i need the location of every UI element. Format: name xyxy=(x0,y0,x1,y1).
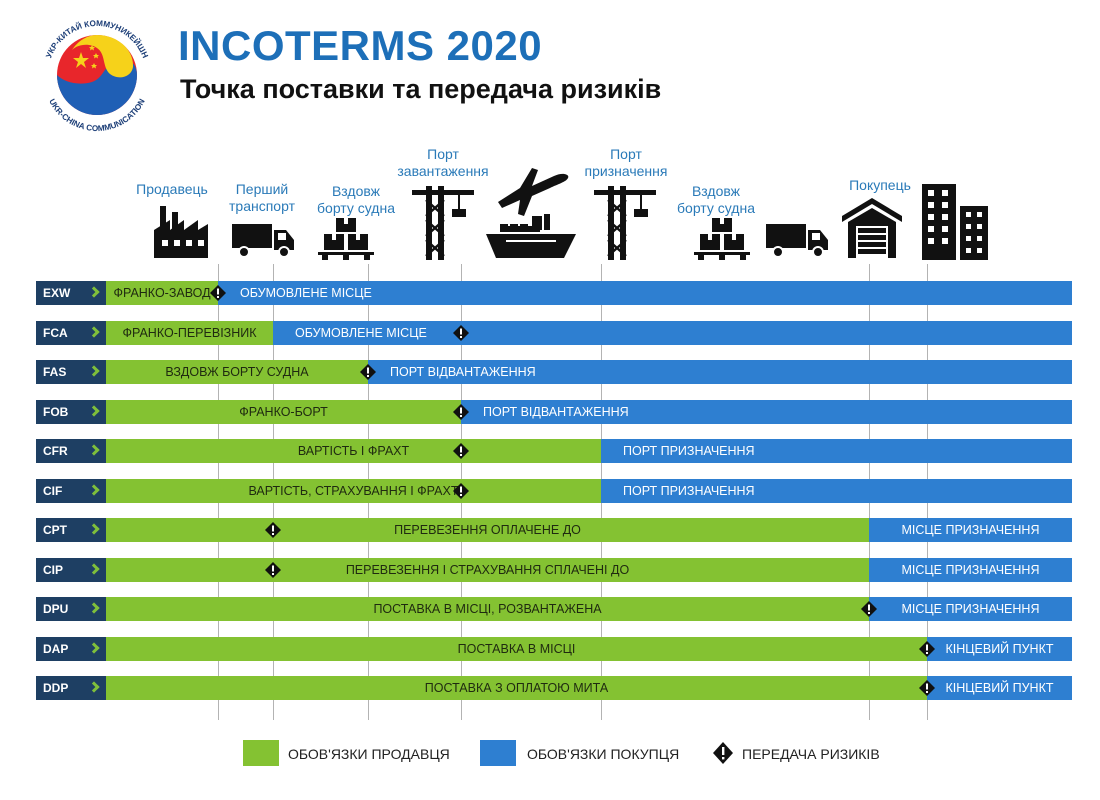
term-row-cif: CIF ВАРТІСТЬ, СТРАХУВАННЯ І ФРАХТ ПОРТ ПРИ… xyxy=(36,478,1072,503)
seller-obligation-bar: ФРАНКО-ЗАВОД xyxy=(106,281,218,305)
legend-seller-swatch xyxy=(243,740,279,766)
stage-label-destination-port: Порт призначення xyxy=(584,146,668,179)
buyer-obligation-bar: ПОРТ ВІДВАНТАЖЕННЯ xyxy=(461,399,1072,424)
term-code: DPU xyxy=(36,597,106,621)
stage-label-loading-port: Порт завантаження xyxy=(397,146,489,179)
term-code: FCA xyxy=(36,320,106,345)
boxes-icon xyxy=(318,216,374,265)
buyer-obligation-bar: КІНЦЕВИЙ ПУНКТ xyxy=(927,676,1072,700)
buyer-obligation-bar: КІНЦЕВИЙ ПУНКТ xyxy=(927,636,1072,661)
term-row-ddp: DDP ПОСТАВКА З ОПЛАТОЮ МИТА КІНЦЕВИЙ ПУНКТ xyxy=(36,676,1072,700)
term-row-cpt: CPT ПЕРЕВЕЗЕННЯ ОПЛАЧЕНЕ ДО МІСЦЕ ПРИЗНАЧЕ… xyxy=(36,518,1072,542)
plane-ship-icon xyxy=(484,162,580,265)
term-code: CFR xyxy=(36,439,106,463)
term-code: DAP xyxy=(36,636,106,661)
term-row-cip: CIP ПЕРЕВЕЗЕННЯ І СТРАХУВАННЯ СПЛАЧЕНІ ДО… xyxy=(36,557,1072,582)
term-row-fob: FOB ФРАНКО-БОРТ ПОРТ ВІДВАНТАЖЕННЯ xyxy=(36,399,1072,424)
stage-label-first-carrier: Перший транспорт xyxy=(229,181,295,214)
seller-obligation-bar: ПОСТАВКА В МІСЦІ, РОЗВАНТАЖЕНА xyxy=(106,597,869,621)
legend-seller-label: ОБОВ'ЯЗКИ ПРОДАВЦЯ xyxy=(288,746,450,762)
term-row-fas: FAS ВЗДОВЖ БОРТУ СУДНА ПОРТ ВІДВАНТАЖЕННЯ xyxy=(36,360,1072,384)
crane-icon xyxy=(594,186,656,265)
crane-icon xyxy=(412,186,474,265)
seller-obligation-bar: ПЕРЕВЕЗЕННЯ І СТРАХУВАННЯ СПЛАЧЕНІ ДО xyxy=(106,557,869,582)
risk-transfer-icon xyxy=(265,561,281,578)
term-row-dpu: DPU ПОСТАВКА В МІСЦІ, РОЗВАНТАЖЕНА МІСЦЕ П… xyxy=(36,597,1072,621)
buyer-obligation-bar: ПОРТ ПРИЗНАЧЕННЯ xyxy=(601,439,1072,463)
term-code: CPT xyxy=(36,518,106,542)
truck-icon xyxy=(766,220,830,265)
risk-transfer-icon xyxy=(453,324,469,341)
legend: ОБОВ'ЯЗКИ ПРОДАВЦЯ ОБОВ'ЯЗКИ ПОКУПЦЯ ПЕР… xyxy=(0,738,1100,770)
risk-transfer-icon xyxy=(265,522,281,538)
term-code: CIF xyxy=(36,478,106,503)
buyer-obligation-bar: МІСЦЕ ПРИЗНАЧЕННЯ xyxy=(869,557,1072,582)
term-code: FAS xyxy=(36,360,106,384)
risk-transfer-icon xyxy=(453,443,469,459)
seller-obligation-bar: ВЗДОВЖ БОРТУ СУДНА xyxy=(106,360,368,384)
stage-label-seller: Продавець xyxy=(136,181,208,197)
term-code: EXW xyxy=(36,281,106,305)
term-code: DDP xyxy=(36,676,106,700)
seller-obligation-bar: ФРАНКО-ПЕРЕВІЗНИК xyxy=(106,320,273,345)
term-row-exw: EXW ФРАНКО-ЗАВОД ОБУМОВЛЕНЕ МІСЦЕ xyxy=(36,281,1072,305)
seller-obligation-bar: ФРАНКО-БОРТ xyxy=(106,399,461,424)
term-code: CIP xyxy=(36,557,106,582)
risk-transfer-icon xyxy=(453,482,469,499)
seller-obligation-bar: ВАРТІСТЬ І ФРАХТ xyxy=(106,439,601,463)
page-title: INCOTERMS 2020 xyxy=(178,22,543,69)
seller-obligation-bar: ПЕРЕВЕЗЕННЯ ОПЛАЧЕНЕ ДО xyxy=(106,518,869,542)
stage-label-buyer: Покупець xyxy=(849,177,911,193)
legend-risk-label: ПЕРЕДАЧА РИЗИКІВ xyxy=(742,746,880,762)
buyer-obligation-bar: ПОРТ ВІДВАНТАЖЕННЯ xyxy=(368,360,1072,384)
boxes-icon xyxy=(694,216,750,265)
company-logo: УКР-КИТАЙ КОММУНИКЕЙШН UKR-CHINA COMMUNI… xyxy=(34,12,160,138)
seller-obligation-bar: ПОСТАВКА В МІСЦІ xyxy=(106,636,927,661)
seller-obligation-bar: ВАРТІСТЬ, СТРАХУВАННЯ І ФРАХТ xyxy=(106,478,601,503)
term-code: FOB xyxy=(36,399,106,424)
risk-transfer-icon xyxy=(210,285,226,301)
term-row-dap: DAP ПОСТАВКА В МІСЦІ КІНЦЕВИЙ ПУНКТ xyxy=(36,636,1072,661)
buyer-obligation-bar: ПОРТ ПРИЗНАЧЕННЯ xyxy=(601,478,1072,503)
risk-transfer-icon xyxy=(360,364,376,380)
buyer-obligation-bar: ОБУМОВЛЕНЕ МІСЦЕ xyxy=(273,320,1072,345)
term-row-cfr: CFR ВАРТІСТЬ І ФРАХТ ПОРТ ПРИЗНАЧЕННЯ xyxy=(36,439,1072,463)
buyer-obligation-bar: МІСЦЕ ПРИЗНАЧЕННЯ xyxy=(869,518,1072,542)
legend-buyer-label: ОБОВ'ЯЗКИ ПОКУПЦЯ xyxy=(527,746,680,762)
risk-transfer-icon xyxy=(919,640,935,657)
stage-label-alongside-1: Вздовж борту судна xyxy=(317,183,395,216)
truck-icon xyxy=(232,220,296,265)
risk-transfer-icon xyxy=(453,403,469,420)
buyer-obligation-bar: МІСЦЕ ПРИЗНАЧЕННЯ xyxy=(869,597,1072,621)
risk-transfer-icon xyxy=(861,601,877,617)
buildings-icon xyxy=(920,182,990,265)
buyer-obligation-bar: ОБУМОВЛЕНЕ МІСЦЕ xyxy=(218,281,1072,305)
legend-buyer-swatch xyxy=(480,740,516,766)
page-subtitle: Точка поставки та передача ризиків xyxy=(180,74,662,104)
risk-transfer-icon xyxy=(919,680,935,696)
term-row-fca: FCA ФРАНКО-ПЕРЕВІЗНИК ОБУМОВЛЕНЕ МІСЦЕ xyxy=(36,320,1072,345)
legend-risk-icon xyxy=(712,740,734,766)
warehouse-icon xyxy=(842,196,902,263)
stage-label-alongside-2: Вздовж борту судна xyxy=(677,183,755,216)
seller-obligation-bar: ПОСТАВКА З ОПЛАТОЮ МИТА xyxy=(106,676,927,700)
factory-icon xyxy=(152,200,210,263)
